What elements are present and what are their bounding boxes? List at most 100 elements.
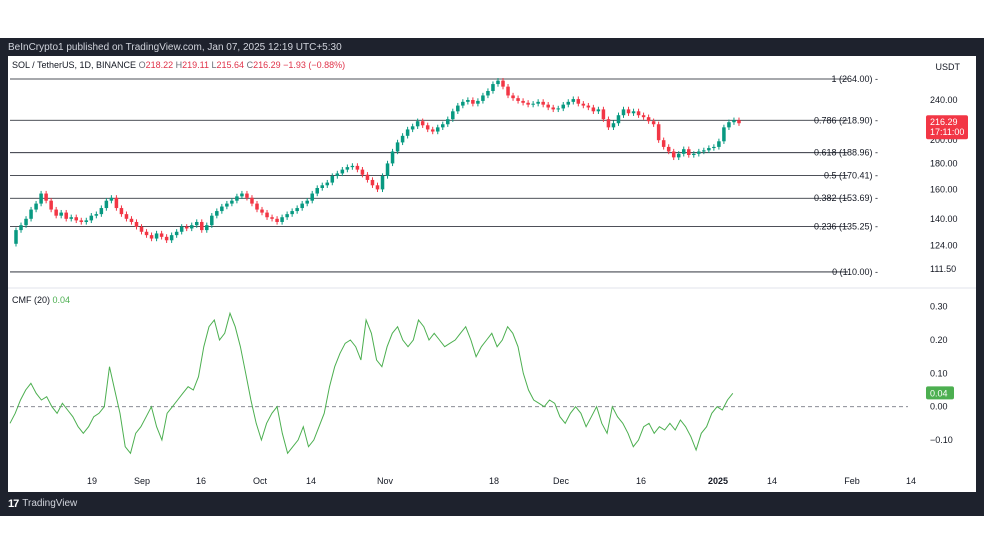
candle-body <box>405 129 410 136</box>
x-tick-label: 18 <box>489 476 499 486</box>
candle-body <box>461 101 465 106</box>
candle-body <box>566 101 571 105</box>
candle-body <box>44 193 48 201</box>
close-label: C <box>246 60 254 70</box>
candle-body <box>415 121 420 127</box>
x-tick-label: 19 <box>87 476 97 486</box>
price-tick-label: 180.00 <box>930 158 958 168</box>
candle-body <box>661 140 666 147</box>
candle-body <box>606 119 611 128</box>
candle-body <box>164 236 169 241</box>
fib-level-label: 0 (110.00) - <box>832 267 878 277</box>
candle-body <box>727 122 731 128</box>
candle-body <box>54 209 58 216</box>
candle-body <box>486 91 490 96</box>
candle-body <box>501 80 505 87</box>
currency-label: USDT <box>935 62 961 72</box>
candle-body <box>702 150 706 152</box>
candle-body <box>616 115 621 124</box>
publish-info: BeInCrypto1 published on TradingView.com… <box>8 42 342 53</box>
candle-body <box>561 104 566 109</box>
cmf-value-tag-text: 0.04 <box>930 388 948 398</box>
candle-body <box>69 217 73 219</box>
candle-body <box>114 197 119 209</box>
candle-body <box>471 100 475 104</box>
x-tick-label: Oct <box>253 476 268 486</box>
candle-body <box>571 99 576 102</box>
fib-level-label: 0.382 (153.69) - <box>814 193 878 203</box>
x-tick-label: 14 <box>306 476 316 486</box>
candle-body <box>410 126 415 130</box>
candle-body <box>360 169 365 175</box>
symbol-legend: SOL / TetherUS, 1D, BINANCE O218.22 H219… <box>12 60 345 70</box>
candle-body <box>576 99 581 104</box>
candle-body <box>511 95 515 99</box>
candle-body <box>99 208 104 215</box>
candle-body <box>380 176 385 190</box>
candle-body <box>225 203 229 207</box>
candle-body <box>516 98 520 101</box>
chart-area[interactable]: SOL / TetherUS, 1D, BINANCE O218.22 H219… <box>8 56 976 492</box>
candle-body <box>456 105 460 112</box>
candle-body <box>335 173 340 177</box>
candle-body <box>370 179 375 186</box>
candle-body <box>184 226 189 229</box>
candle-body <box>240 193 244 197</box>
candle-body <box>300 203 304 209</box>
footer: 17 TradingView <box>8 496 77 512</box>
price-tick-label: 111.50 <box>930 264 956 274</box>
change-value: −1.93 (−0.88%) <box>283 60 346 70</box>
x-tick-label: Nov <box>377 476 394 486</box>
candle-body <box>446 119 450 125</box>
candle-body <box>19 225 23 231</box>
candle-body <box>345 167 350 170</box>
candle-body <box>174 231 179 236</box>
candle-body <box>220 206 224 212</box>
candle-body <box>79 220 84 222</box>
candle-body <box>375 185 380 190</box>
candle-body <box>119 208 124 215</box>
candle-body <box>697 151 701 154</box>
candle-body <box>646 117 651 122</box>
candle-body <box>350 165 355 168</box>
candle-body <box>621 109 626 116</box>
low-label: L <box>211 60 217 70</box>
x-tick-label: 16 <box>196 476 206 486</box>
candle-body <box>200 221 204 231</box>
cmf-value: 0.04 <box>52 295 71 305</box>
candle-body <box>270 217 274 219</box>
candle-body <box>385 163 390 177</box>
candle-body <box>144 231 149 236</box>
candle-body <box>290 211 294 215</box>
low-value: 215.64 <box>216 60 245 70</box>
candle-body <box>551 107 555 110</box>
candle-body <box>546 104 550 108</box>
candle-body <box>591 107 596 112</box>
candle-body <box>425 125 430 130</box>
cmf-tick-label: 0.10 <box>930 368 948 378</box>
candle-body <box>189 225 194 229</box>
candle-body <box>14 230 18 244</box>
candle-body <box>159 233 164 237</box>
candle-body <box>34 203 38 210</box>
candle-body <box>109 197 114 201</box>
chart-svg[interactable]: 1 (264.00) - 0.786 (218.90) - 0.618 (188.9… <box>8 56 976 492</box>
candle-body <box>712 146 716 149</box>
candle-body <box>636 111 641 116</box>
candle-body <box>139 226 144 232</box>
candle-body <box>681 149 686 154</box>
candle-body <box>210 215 214 226</box>
symbol-name: SOL / TetherUS, 1D, BINANCE <box>12 60 137 70</box>
candle-body <box>250 197 254 204</box>
candle-body <box>556 108 560 110</box>
price-tag <box>926 115 968 140</box>
fib-level-label: 1 (264.00) - <box>831 74 878 84</box>
candle-body <box>586 105 591 108</box>
candle-body <box>169 235 174 241</box>
candle-body <box>59 212 63 216</box>
cmf-tick-label: 0.30 <box>930 302 948 312</box>
price-tick-label: 160.00 <box>930 184 958 194</box>
candle-body <box>365 174 370 180</box>
x-tick-label: 16 <box>636 476 646 486</box>
candle-body <box>49 200 53 210</box>
